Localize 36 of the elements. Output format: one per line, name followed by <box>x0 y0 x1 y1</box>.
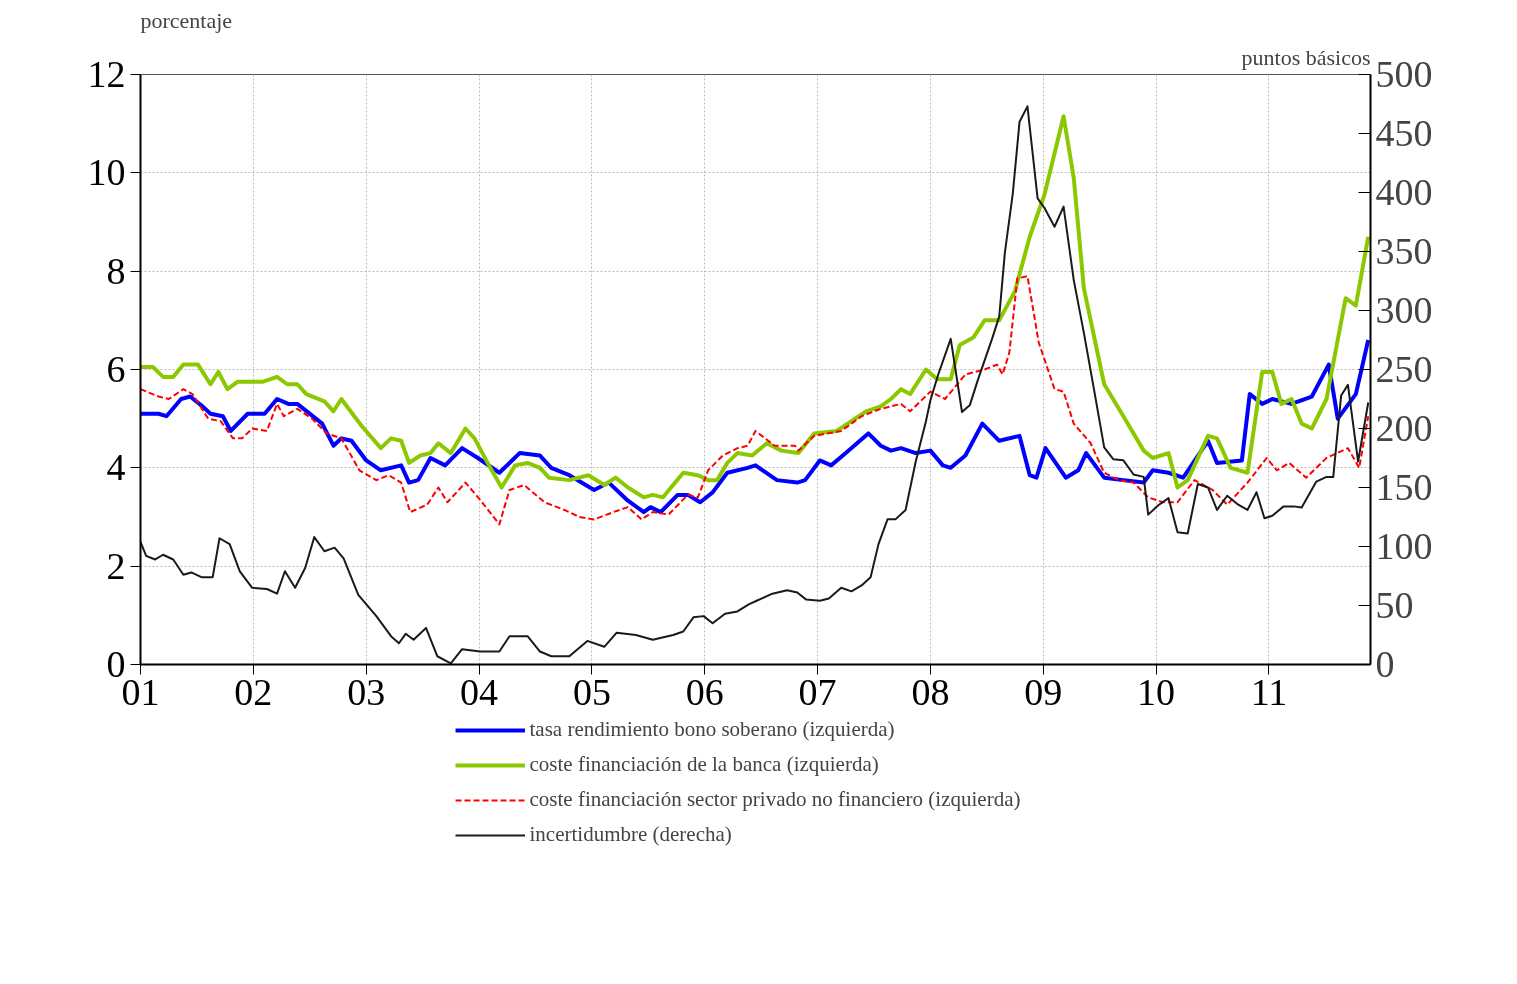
legend-label: tasa rendimiento bono soberano (izquierda) <box>529 717 895 742</box>
y2-tick-label: 50 <box>1375 584 1414 626</box>
x-tick-label: 10 <box>1137 670 1176 713</box>
y2-tick-label: 300 <box>1375 289 1433 331</box>
y2-tick-label: 200 <box>1375 407 1433 449</box>
x-tick-label: 05 <box>572 670 611 713</box>
y2-tick-label: 350 <box>1375 230 1433 272</box>
line-series <box>140 338 1371 515</box>
y-tick-label: 6 <box>106 348 126 390</box>
y-tick-label: 2 <box>106 544 126 587</box>
y2-tick-label: 0 <box>1375 643 1395 685</box>
y-tick-label: 10 <box>87 151 126 194</box>
x-tick-label: 07 <box>798 670 837 713</box>
legend-label: coste financiación de la banca (izquierda) <box>529 752 879 777</box>
legend-label: coste financiación sector privado no financiero (izquierda) <box>529 787 1021 812</box>
y2-tick-label: 450 <box>1375 112 1433 154</box>
x-tick-label: 04 <box>460 670 499 713</box>
line-series <box>140 114 1371 500</box>
y2-tick-label: 150 <box>1375 466 1433 508</box>
legend-label: incertidumbre (derecha) <box>529 822 732 847</box>
x-tick-label: 02 <box>234 670 273 713</box>
x-tick-label: 06 <box>685 670 724 713</box>
y2-tick-label: 250 <box>1375 348 1433 390</box>
x-tick-label: 03 <box>347 670 386 713</box>
line-series <box>140 275 1370 526</box>
y-tick-label: 8 <box>106 249 126 292</box>
y-axis-title: porcentaje <box>140 7 233 33</box>
x-tick-label: 09 <box>1024 670 1063 713</box>
y2-tick-label: 500 <box>1375 53 1433 95</box>
y-tick-label: 4 <box>106 446 126 489</box>
y2-tick-label: 100 <box>1375 525 1433 567</box>
y2-axis-title: puntos básicos <box>1241 44 1371 70</box>
y-tick-label: 12 <box>87 53 126 95</box>
x-tick-label: 08 <box>911 670 950 713</box>
x-tick-label: 11 <box>1250 670 1288 713</box>
y2-tick-label: 400 <box>1375 171 1433 213</box>
